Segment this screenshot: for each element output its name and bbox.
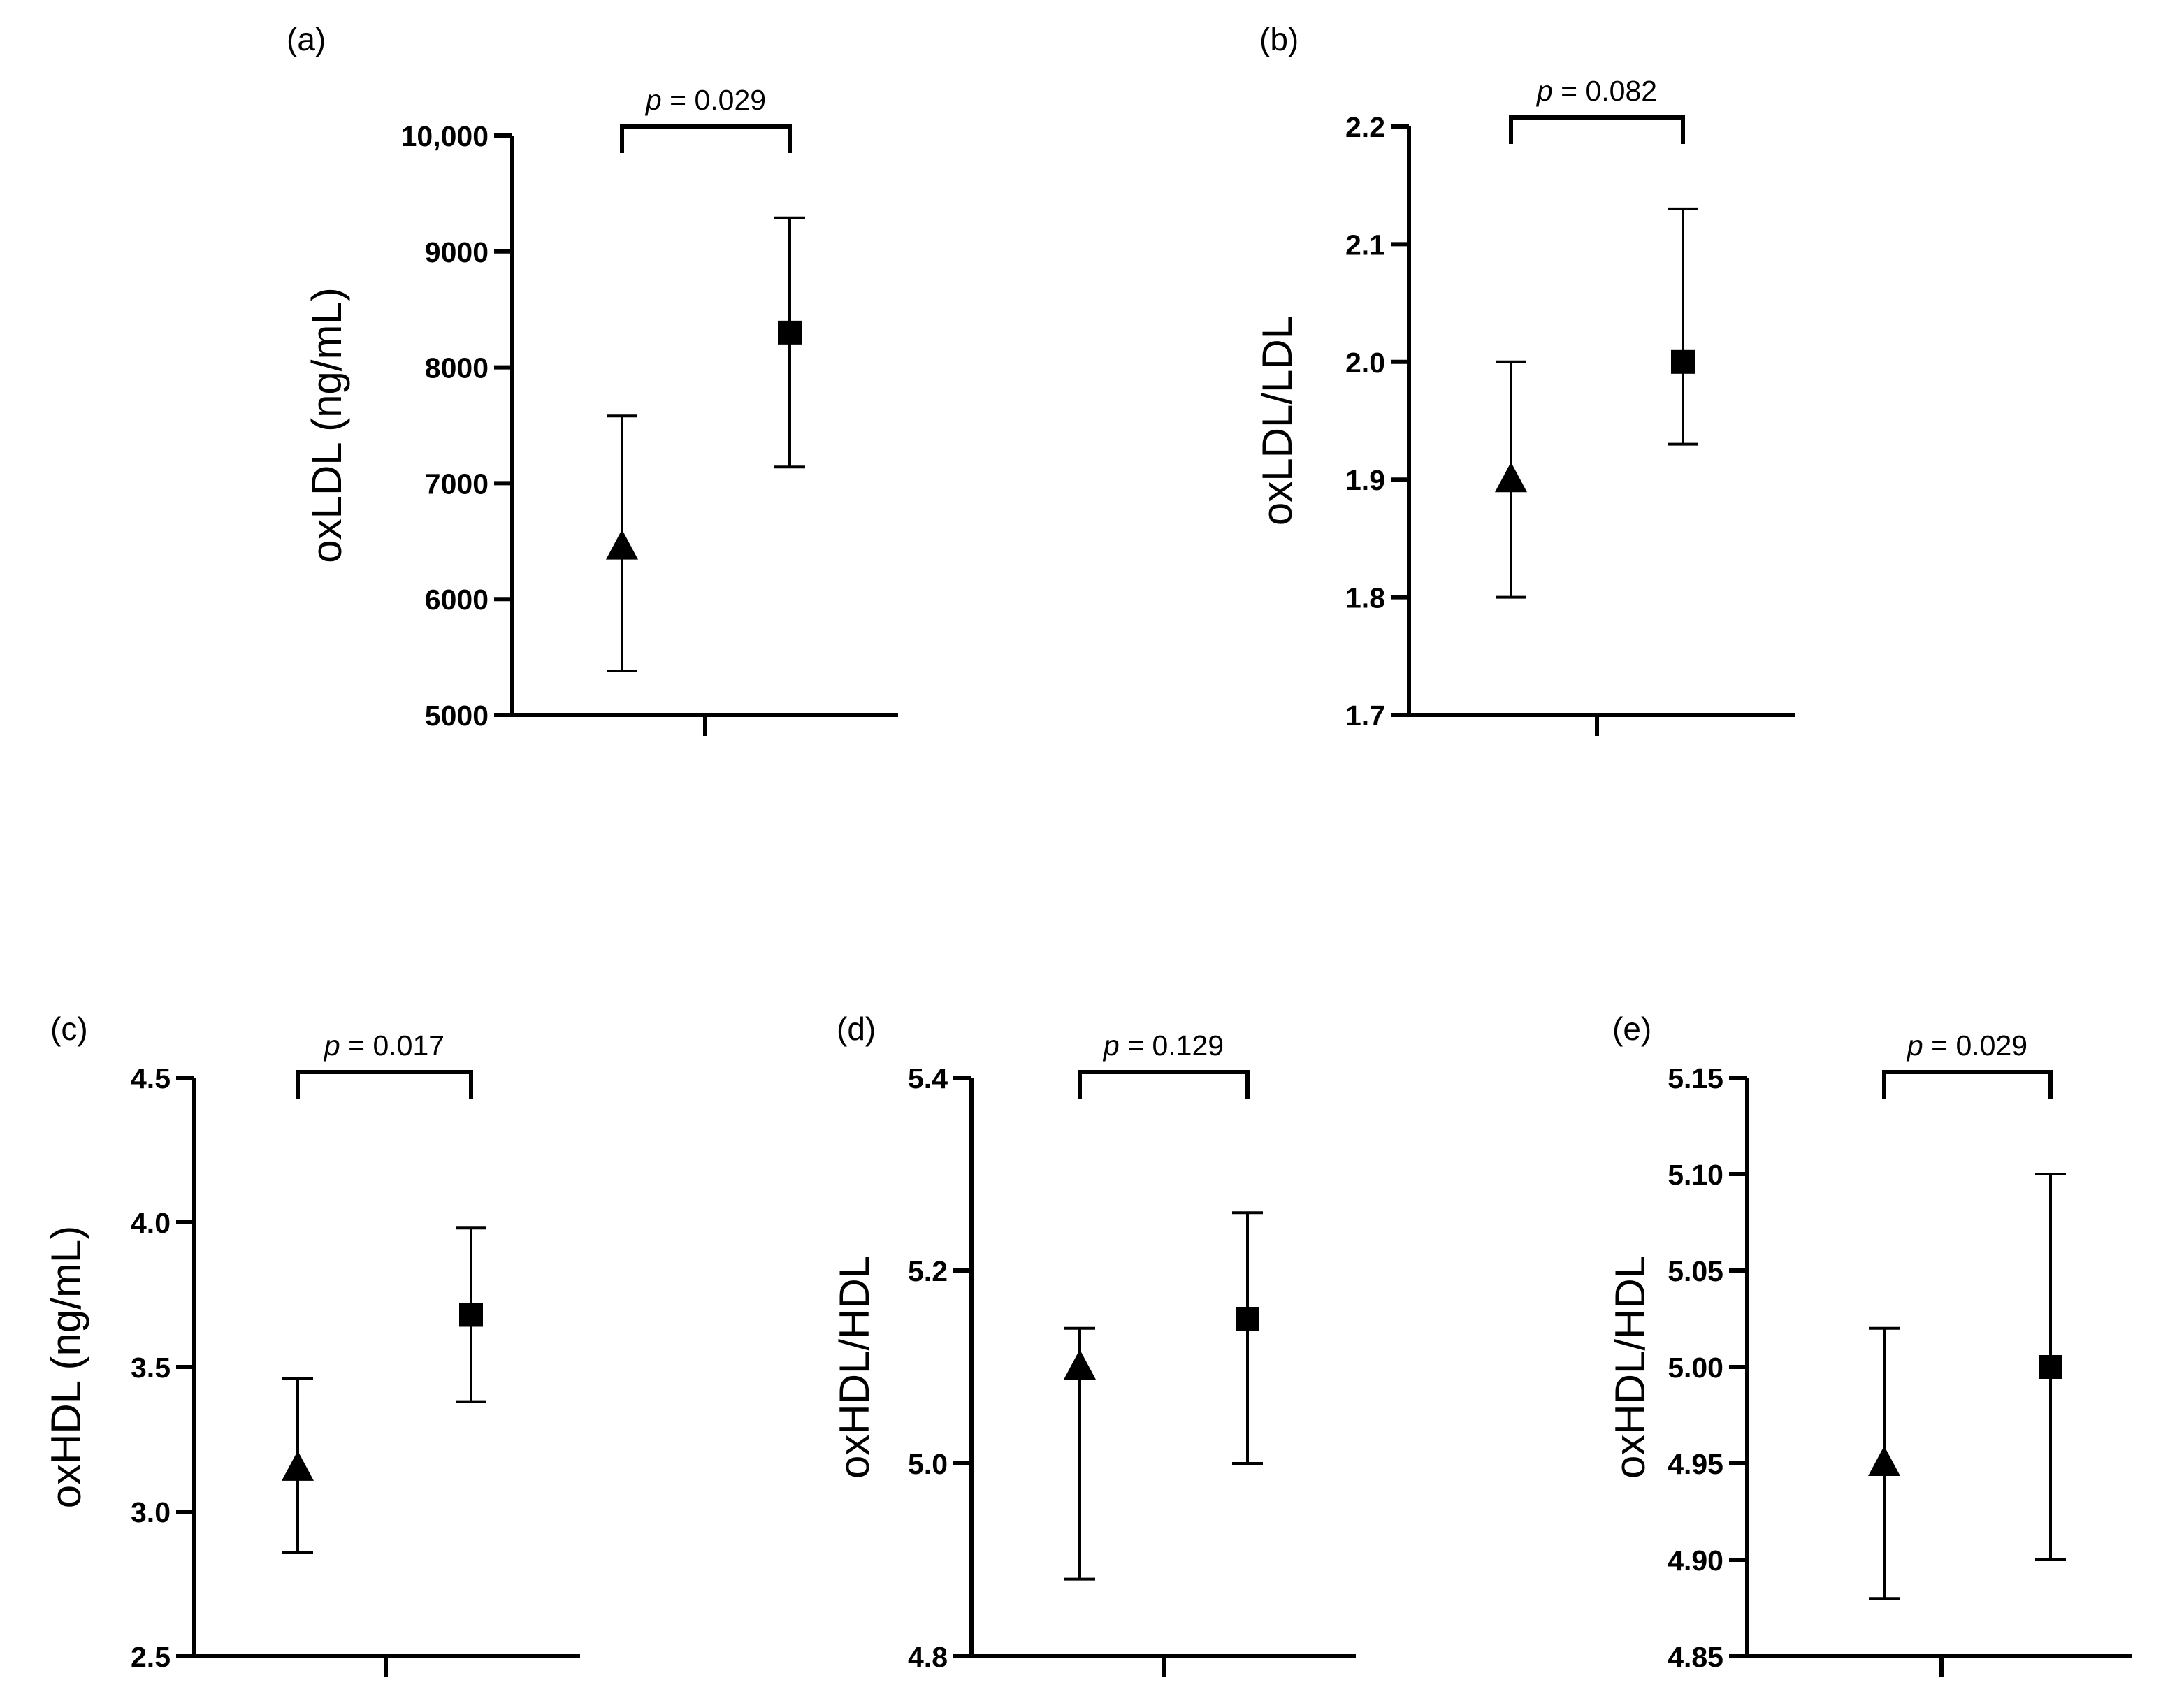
- y-tick-label: 8000: [425, 352, 489, 384]
- p-symbol: p: [323, 1029, 340, 1062]
- significance-bracket: [1509, 115, 1685, 144]
- p-value: = 0.029: [1923, 1029, 2027, 1062]
- panel-label: (b): [1259, 21, 1299, 57]
- y-tick-label: 5.00: [1668, 1352, 1723, 1384]
- y-axis-label: oxHDL (ng/mL): [43, 1226, 89, 1509]
- y-tick-label: 4.5: [131, 1062, 171, 1094]
- p-symbol: p: [1906, 1029, 1923, 1062]
- p-value-label: p = 0.129: [1102, 1029, 1224, 1062]
- y-axis-label: oxHDL/HDL: [831, 1255, 878, 1479]
- panel-c: 2.5 3.0 3.5 4.0 4.5 oxHDL (ng/mL) (c) p = 0.017: [43, 1011, 580, 1677]
- y-tick-label: 4.90: [1668, 1544, 1723, 1577]
- y-tick-label: 4.85: [1668, 1641, 1723, 1673]
- y-tick-label: 2.2: [1345, 111, 1385, 143]
- y-tick-label: 1.8: [1345, 582, 1385, 614]
- y-tick-label: 5.15: [1668, 1062, 1723, 1094]
- panel-label: (e): [1612, 1011, 1651, 1047]
- y-axis-label: oxLDL/LDL: [1254, 316, 1301, 526]
- y-tick-label: 5.05: [1668, 1255, 1723, 1287]
- significance-bracket: [620, 124, 792, 153]
- y-tick-label: 5.0: [908, 1448, 948, 1480]
- p-value-label: p = 0.017: [323, 1029, 444, 1062]
- y-tick-label: 4.95: [1668, 1448, 1723, 1480]
- p-value: = 0.082: [1553, 75, 1657, 107]
- y-tick-label: 5000: [425, 700, 489, 732]
- panel-label: (c): [50, 1011, 88, 1047]
- data-point-square: [1671, 349, 1695, 374]
- data-point-triangle: [1064, 1349, 1096, 1380]
- p-value: = 0.017: [340, 1029, 444, 1062]
- panel-label: (d): [837, 1011, 876, 1047]
- data-point-square: [1236, 1307, 1259, 1331]
- y-tick-label: 4.0: [131, 1207, 171, 1239]
- y-axis-label: oxHDL/HDL: [1607, 1255, 1654, 1479]
- p-symbol: p: [644, 84, 662, 116]
- p-value: = 0.129: [1120, 1029, 1224, 1062]
- y-tick-label: 4.8: [908, 1641, 948, 1673]
- panel-d: 4.8 5.0 5.2 5.4 oxHDL/HDL (d) p = 0.129: [831, 1011, 1356, 1677]
- data-point-triangle: [282, 1450, 314, 1481]
- panel-label: (a): [287, 21, 326, 57]
- y-tick-label: 3.5: [131, 1352, 171, 1384]
- p-value: = 0.029: [662, 84, 766, 116]
- y-tick-label: 2.1: [1345, 229, 1385, 261]
- p-value-label: p = 0.029: [1906, 1029, 2027, 1062]
- y-tick-label: 5.4: [908, 1062, 948, 1094]
- panel-a: 5000 6000 7000 8000 9000 10,000 oxLDL (ng/mL) (…: [287, 21, 898, 736]
- y-tick-label: 1.9: [1345, 464, 1385, 496]
- panel-b: 1.7 1.8 1.9 2.0 2.1 2.2 oxLDL/LDL (b) p = 0.082: [1254, 21, 1795, 736]
- y-axis-label: oxLDL (ng/mL): [303, 287, 350, 563]
- significance-bracket: [296, 1070, 473, 1099]
- y-tick-label: 1.7: [1345, 700, 1385, 732]
- data-point-square: [2039, 1355, 2062, 1379]
- y-tick-label: 9000: [425, 236, 489, 268]
- significance-bracket: [1078, 1070, 1250, 1099]
- data-point-square: [459, 1303, 483, 1327]
- y-tick-label: 6000: [425, 584, 489, 616]
- y-tick-label: 5.10: [1668, 1159, 1723, 1191]
- panel-e: 4.85 4.90 4.95 5.00 5.05 5.10 5.15 oxHDL/HDL (e)…: [1607, 1011, 2132, 1677]
- p-value-label: p = 0.029: [644, 84, 766, 116]
- data-point-triangle: [1495, 462, 1527, 493]
- data-point-square: [778, 320, 802, 345]
- y-tick-label: 3.0: [131, 1496, 171, 1528]
- y-tick-label: 7000: [425, 468, 489, 500]
- y-tick-label: 10,000: [401, 120, 489, 152]
- data-point-triangle: [606, 529, 638, 560]
- y-tick-label: 2.0: [1345, 347, 1385, 379]
- p-symbol: p: [1535, 75, 1553, 107]
- y-tick-label: 2.5: [131, 1641, 171, 1673]
- data-point-triangle: [1868, 1446, 1900, 1476]
- significance-bracket: [1882, 1070, 2053, 1099]
- y-tick-label: 5.2: [908, 1255, 948, 1287]
- p-symbol: p: [1102, 1029, 1120, 1062]
- p-value-label: p = 0.082: [1535, 75, 1657, 107]
